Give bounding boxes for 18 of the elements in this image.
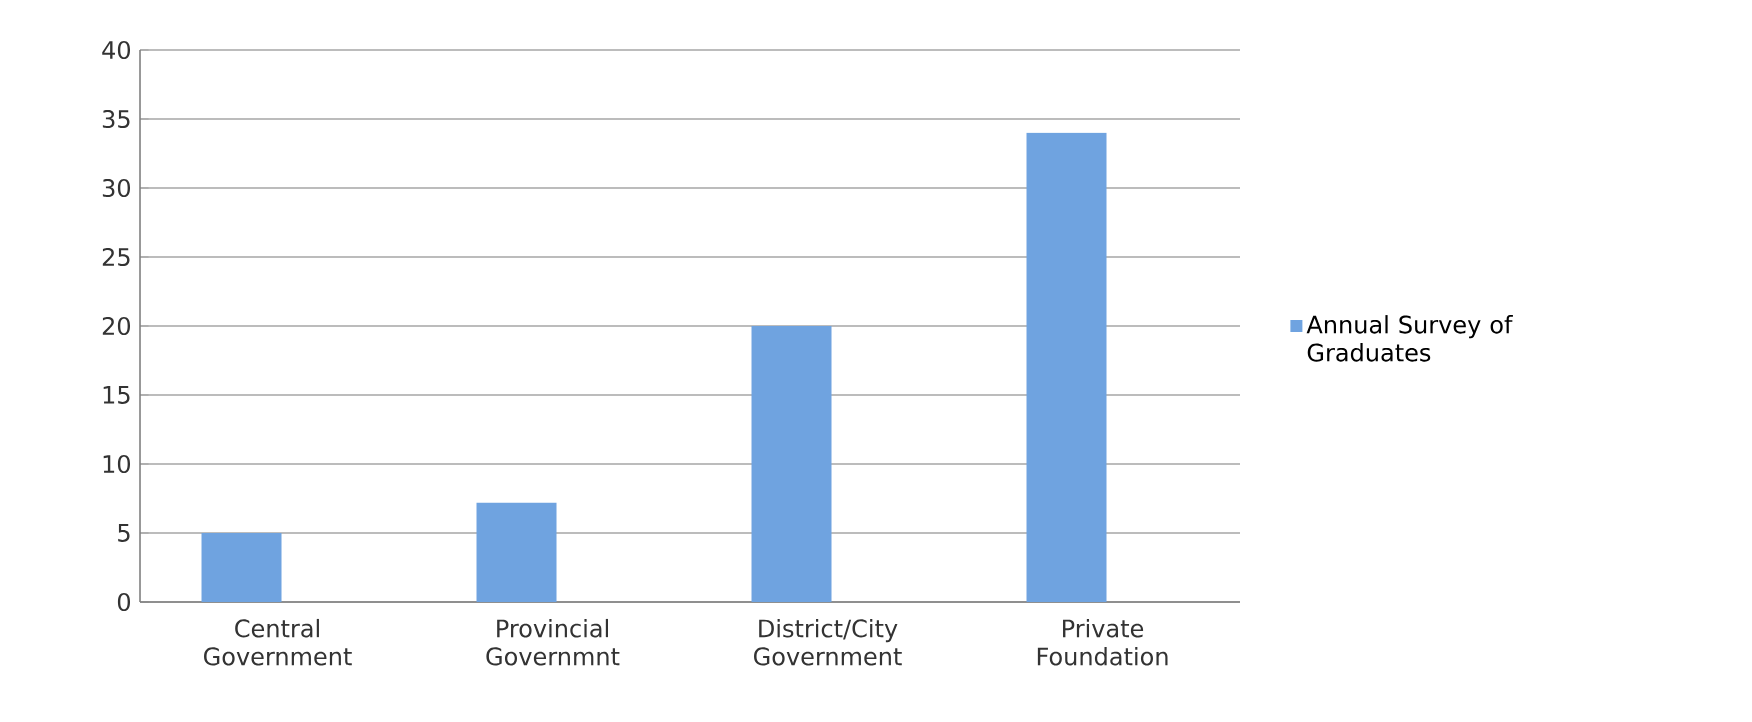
y-tick-label: 35 bbox=[102, 109, 130, 129]
bar bbox=[201, 532, 282, 602]
x-tick-label: District/City Government bbox=[754, 618, 902, 666]
x-tick-label: Provincial Governmnt bbox=[486, 618, 620, 666]
bar bbox=[1026, 132, 1107, 602]
legend-label: Annual Survey of Graduates bbox=[1306, 315, 1513, 362]
y-tick-label: 5 bbox=[118, 524, 130, 542]
y-tick-label: 25 bbox=[102, 247, 130, 267]
x-tick-label: Central Government bbox=[204, 618, 352, 666]
bar bbox=[751, 325, 832, 602]
y-tick-label: 40 bbox=[102, 40, 131, 60]
y-tick-label: 0 bbox=[117, 592, 131, 612]
bar bbox=[476, 502, 557, 602]
y-tick-label: 10 bbox=[103, 454, 131, 474]
y-tick-label: 20 bbox=[102, 316, 131, 336]
y-tick-label: 30 bbox=[102, 178, 131, 198]
x-tick-label: Private Foundation bbox=[1037, 618, 1168, 666]
y-tick-label: 15 bbox=[103, 386, 130, 404]
